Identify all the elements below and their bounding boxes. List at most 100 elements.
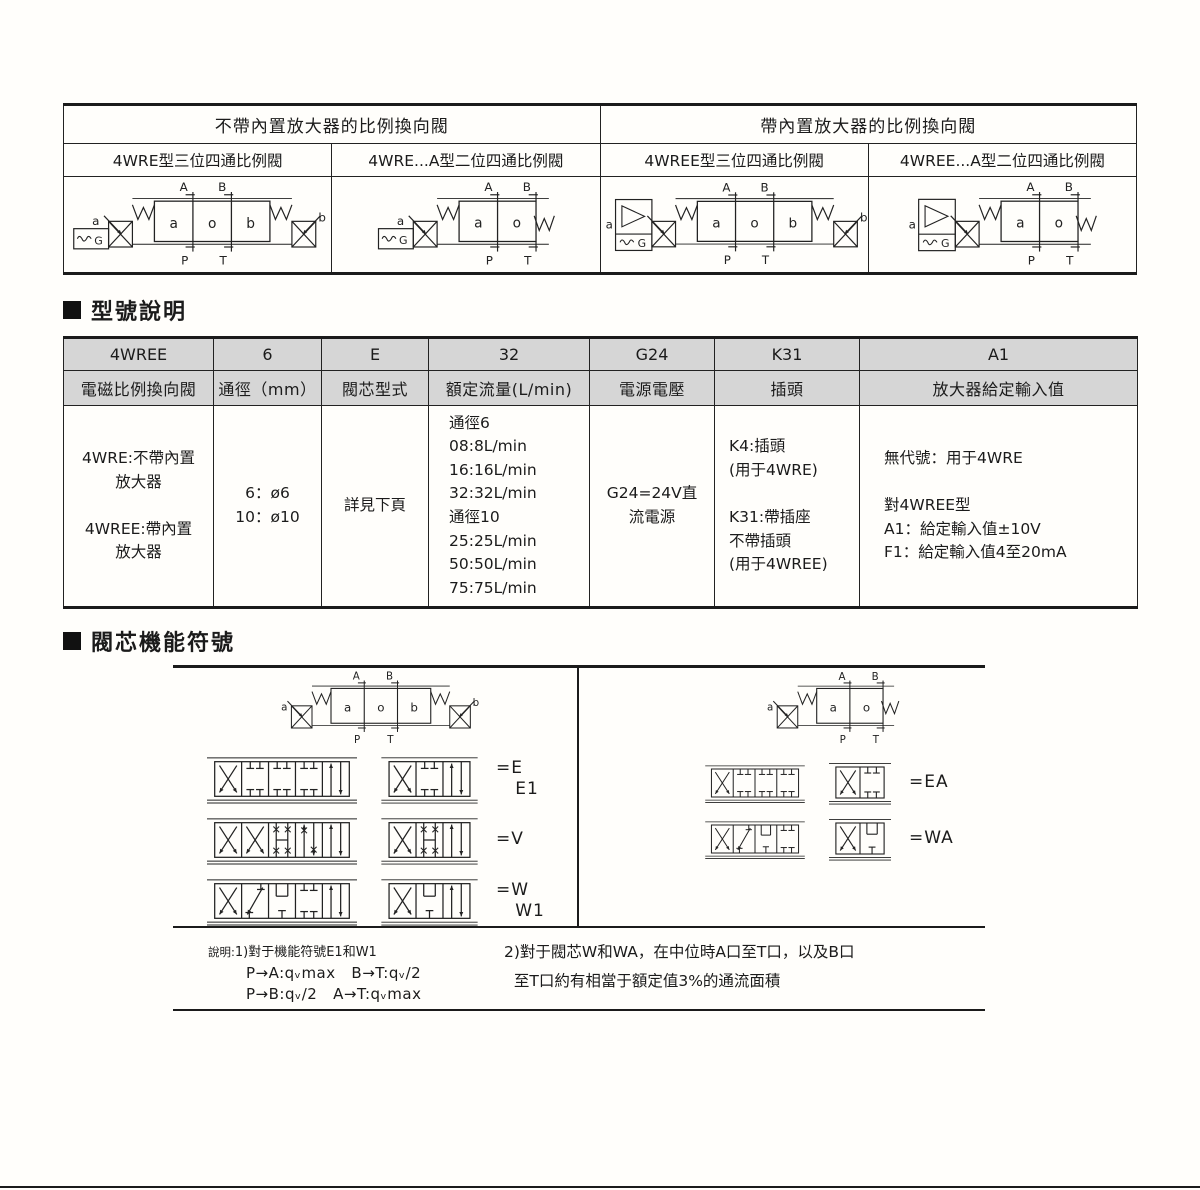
svg-text:T: T bbox=[1066, 253, 1075, 267]
spool-symbols-heading: 閥芯機能符號 bbox=[63, 625, 235, 657]
svg-text:P: P bbox=[486, 253, 493, 267]
cell-size: 6：ø6 10：ø10 bbox=[213, 405, 322, 609]
cell-spool: 詳見下頁 bbox=[321, 405, 429, 609]
spool-symbol-wide bbox=[207, 879, 357, 926]
square-bullet-icon bbox=[63, 632, 81, 650]
spool-function-row: =E E1 bbox=[207, 753, 577, 805]
svg-text:b: b bbox=[246, 215, 255, 231]
model-code-cell: A1 bbox=[859, 336, 1138, 371]
svg-text:B: B bbox=[760, 181, 768, 194]
valve-type-label: 4WRE...A型二位四通比例閥 bbox=[331, 143, 601, 177]
cell-valve-type: 4WRE:不帶內置 放大器 4WREE:帶內置 放大器 bbox=[63, 405, 214, 609]
svg-text:T: T bbox=[872, 734, 880, 746]
svg-text:o: o bbox=[513, 215, 521, 231]
svg-text:o: o bbox=[863, 700, 870, 714]
spool-function-row: =WA bbox=[705, 815, 985, 862]
svg-text:P: P bbox=[840, 734, 846, 746]
spool-reference-valve-2pos: a a o A B P T bbox=[763, 671, 985, 751]
spool-box-bottom-line bbox=[173, 1009, 985, 1011]
model-header-cell: 閥芯型式 bbox=[321, 370, 429, 406]
model-code-cell: G24 bbox=[589, 336, 715, 371]
note-1-title: 1)對于機能符號E1和W1 bbox=[234, 945, 377, 960]
svg-text:T: T bbox=[760, 253, 769, 267]
svg-text:A: A bbox=[1027, 181, 1036, 194]
svg-text:G: G bbox=[637, 236, 645, 249]
svg-text:b: b bbox=[319, 210, 327, 224]
svg-text:B: B bbox=[386, 671, 393, 683]
svg-text:A: A bbox=[485, 181, 494, 194]
note-1-formula-1: P→A:qᵥmax B→T:qᵥ/2 bbox=[246, 964, 422, 982]
cell-amp-input: 無代號：用于4WRE 對4WREE型 A1：給定輸入值±10V F1：給定輸入值… bbox=[859, 405, 1138, 609]
svg-text:b: b bbox=[859, 210, 867, 224]
svg-text:B: B bbox=[872, 671, 879, 683]
model-designation-table: 4WREE 6 E 32 G24 K31 A1 電磁比例換向閥 通徑（mm） 閥… bbox=[63, 336, 1138, 609]
valve-type-label: 4WREE型三位四通比例閥 bbox=[599, 143, 869, 177]
svg-text:P: P bbox=[181, 253, 188, 267]
model-header-cell: 電磁比例換向閥 bbox=[63, 370, 214, 406]
spool-box-divider-line bbox=[577, 665, 579, 927]
svg-text:o: o bbox=[1055, 215, 1063, 231]
svg-text:b: b bbox=[410, 700, 418, 714]
spool-symbol-wide bbox=[207, 757, 357, 804]
page-bottom-rule bbox=[0, 1186, 1200, 1188]
svg-text:a: a bbox=[344, 700, 351, 714]
svg-text:G: G bbox=[94, 234, 103, 247]
svg-text:a: a bbox=[712, 215, 720, 231]
spool-symbol-wide bbox=[207, 818, 357, 865]
model-header-cell: 放大器給定輸入值 bbox=[859, 370, 1138, 406]
valve-type-label: 4WRE型三位四通比例閥 bbox=[62, 143, 333, 177]
svg-text:G: G bbox=[941, 236, 950, 249]
svg-text:a: a bbox=[92, 214, 99, 228]
svg-text:T: T bbox=[524, 253, 533, 267]
svg-text:b: b bbox=[788, 215, 797, 231]
note-1-formula-2: P→B:qᵥ/2 A→T:qᵥmax bbox=[246, 985, 422, 1003]
svg-text:B: B bbox=[523, 181, 531, 194]
svg-text:P: P bbox=[354, 734, 360, 746]
group-title-with-amp: 帶內置放大器的比例換向閥 bbox=[599, 103, 1137, 144]
spool-function-row: =W W1 bbox=[207, 875, 577, 927]
svg-text:a: a bbox=[909, 217, 916, 231]
spool-reference-valve-3pos: a a o b b A B P T bbox=[277, 671, 577, 751]
spool-function-row: =V bbox=[207, 814, 577, 866]
model-designation-heading: 型號說明 bbox=[63, 294, 187, 326]
spool-column-3pos: a a o b b A B P T =E E1 =V =W W1 bbox=[173, 669, 577, 927]
valve-type-label: 4WREE...A型二位四通比例閥 bbox=[867, 143, 1138, 177]
heading-text: 型號說明 bbox=[91, 300, 188, 325]
spool-box-mid-line bbox=[173, 926, 985, 928]
spool-column-2pos: a a o A B P T =EA =WA bbox=[577, 669, 985, 925]
svg-text:b: b bbox=[473, 697, 480, 709]
svg-text:a: a bbox=[1016, 215, 1024, 231]
spool-symbol-narrow bbox=[829, 763, 891, 805]
note-1: 說明:1)對于機能符號E1和W1 P→A:qᵥmax B→T:qᵥ/2 P→B:… bbox=[208, 941, 422, 1003]
svg-text:B: B bbox=[218, 181, 226, 194]
svg-text:a: a bbox=[767, 702, 773, 714]
cell-flow: 通徑6 08:8L/min 16:16L/min 32:32L/min 通徑10… bbox=[428, 405, 590, 609]
note-prefix: 說明: bbox=[208, 945, 235, 959]
svg-text:T: T bbox=[219, 253, 228, 267]
svg-text:a: a bbox=[474, 215, 482, 231]
svg-text:a: a bbox=[170, 215, 178, 231]
model-header-cell: 額定流量(L/min) bbox=[428, 370, 590, 406]
model-header-cell: 電源電壓 bbox=[589, 370, 715, 406]
svg-text:o: o bbox=[750, 215, 758, 231]
spool-function-label: =WA bbox=[909, 827, 954, 848]
svg-text:P: P bbox=[723, 253, 730, 267]
svg-text:A: A bbox=[838, 671, 845, 683]
svg-text:A: A bbox=[353, 671, 360, 683]
model-header-cell: 插頭 bbox=[714, 370, 860, 406]
svg-text:a: a bbox=[605, 217, 612, 231]
note-2: 2)對于閥芯W和WA，在中位時A口至T口，以及B口 至T口約有相當于額定值3%的… bbox=[504, 943, 855, 990]
spool-symbol-narrow bbox=[381, 879, 478, 926]
group-title-without-amp: 不帶內置放大器的比例換向閥 bbox=[63, 103, 601, 144]
spool-function-label: =V bbox=[496, 829, 524, 850]
heading-text: 閥芯機能符號 bbox=[91, 631, 236, 656]
spool-function-label: =E E1 bbox=[496, 757, 539, 799]
spool-symbol-narrow bbox=[381, 818, 478, 865]
spool-symbol-narrow bbox=[381, 757, 478, 804]
svg-text:o: o bbox=[377, 700, 384, 714]
spool-symbol-wide bbox=[705, 821, 805, 859]
